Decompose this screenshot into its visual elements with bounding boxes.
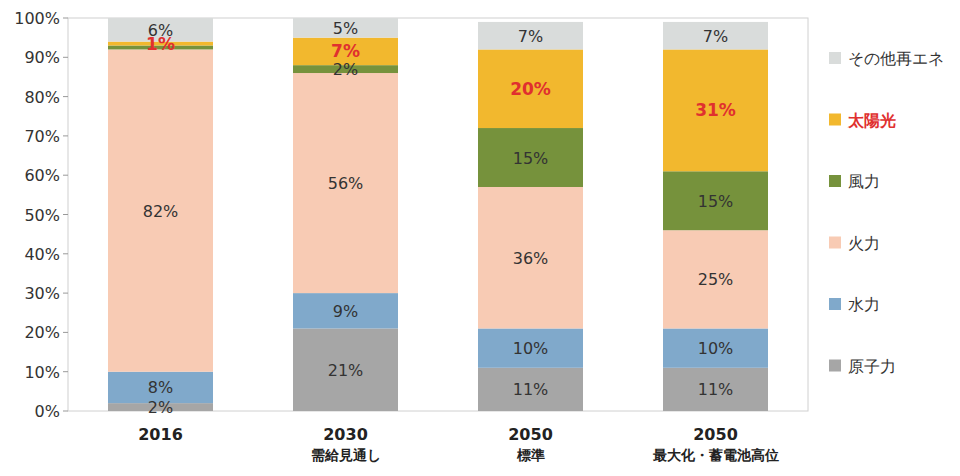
- legend-swatch: [829, 52, 841, 64]
- data-label: 8%: [148, 378, 173, 397]
- bar-segment: [478, 368, 583, 411]
- bar-segment: [478, 128, 583, 187]
- legend-swatch: [829, 175, 841, 187]
- bar-segment: [663, 22, 768, 50]
- x-tick-label-line: 需給見通し: [311, 447, 381, 463]
- legend-swatch: [829, 360, 841, 372]
- x-tick-label-line: 最大化・蓄電池高位: [652, 447, 779, 463]
- data-label: 36%: [513, 249, 549, 268]
- y-tick-label: 50%: [24, 206, 60, 225]
- x-tick-label-line: 2050: [693, 425, 738, 444]
- data-label: 7%: [518, 27, 543, 46]
- data-label: 20%: [510, 79, 551, 99]
- bar-segment: [663, 368, 768, 411]
- bar-segment: [478, 22, 583, 50]
- y-tick: [63, 214, 68, 215]
- bar-segment: [293, 38, 398, 66]
- data-label: 11%: [513, 380, 549, 399]
- legend-label: 火力: [848, 234, 880, 253]
- y-tick: [63, 371, 68, 372]
- data-label: 2%: [333, 60, 358, 79]
- x-tick-label-line: 2016: [138, 425, 183, 444]
- y-tick-label: 0%: [35, 402, 60, 421]
- data-label: 21%: [328, 361, 364, 380]
- y-tick-label: 20%: [24, 323, 60, 342]
- bar-segment: [478, 328, 583, 367]
- bar-segment: [663, 328, 768, 367]
- y-tick-label: 60%: [24, 166, 60, 185]
- bar-segment: [663, 49, 768, 171]
- y-tick: [63, 411, 68, 412]
- data-label: 11%: [698, 380, 734, 399]
- bar-segment: [293, 18, 398, 38]
- bars: [108, 18, 768, 411]
- bar-segment: [293, 73, 398, 293]
- bar-segment: [663, 230, 768, 328]
- data-label: 10%: [513, 339, 549, 358]
- chart: 0%10%20%30%40%50%60%70%80%90%100%2%8%82%…: [0, 0, 960, 476]
- legend-label: 原子力: [848, 357, 896, 376]
- y-tick: [63, 253, 68, 254]
- legend-label: 水力: [848, 295, 880, 314]
- y-tick-label: 40%: [24, 245, 60, 264]
- data-label: 7%: [331, 41, 360, 61]
- y-tick-label: 70%: [24, 127, 60, 146]
- data-label: 82%: [143, 202, 179, 221]
- y-tick-label: 10%: [24, 363, 60, 382]
- y-tick: [63, 332, 68, 333]
- legend-swatch: [829, 237, 841, 249]
- x-tick-label: 2030 需給見通し: [311, 425, 381, 463]
- y-tick: [63, 96, 68, 97]
- data-label: 31%: [695, 100, 736, 120]
- bar-segment: [108, 49, 213, 371]
- y-tick-label: 80%: [24, 88, 60, 107]
- x-tick-label-line: 標準: [516, 447, 545, 463]
- bar-segment: [478, 187, 583, 328]
- bar-segment: [293, 293, 398, 328]
- x-tick-label: 2050 標準: [508, 425, 553, 463]
- bar-segment: [478, 49, 583, 128]
- data-label: 7%: [703, 27, 728, 46]
- y-tick-label: 100%: [14, 9, 60, 28]
- y-tick: [63, 175, 68, 176]
- y-tick: [63, 18, 68, 19]
- data-label: 5%: [333, 19, 358, 38]
- bar-segment: [108, 18, 213, 42]
- data-label: 10%: [698, 339, 734, 358]
- y-tick-label: 30%: [24, 284, 60, 303]
- legend: その他再エネ太陽光風力火力水力原子力: [829, 49, 944, 376]
- plot-frame: [68, 18, 808, 411]
- data-label: 6%: [148, 21, 173, 40]
- data-label: 15%: [698, 192, 734, 211]
- y-tick-label: 90%: [24, 48, 60, 67]
- bar-segment: [293, 328, 398, 411]
- legend-label: 太陽光: [847, 111, 896, 130]
- x-tick-label: 2050 最大化・蓄電池高位: [652, 425, 779, 463]
- bar-segment: [663, 171, 768, 230]
- legend-swatch: [829, 114, 841, 126]
- x-tick-label-line: 2030: [323, 425, 368, 444]
- legend-swatch: [829, 298, 841, 310]
- legend-label: 風力: [848, 172, 880, 191]
- data-label: 15%: [513, 149, 549, 168]
- y-tick: [63, 293, 68, 294]
- data-label: 25%: [698, 270, 734, 289]
- x-tick-label: 2016: [138, 425, 183, 444]
- y-tick: [63, 135, 68, 136]
- x-tick-label-line: 2050: [508, 425, 553, 444]
- data-label: 56%: [328, 174, 364, 193]
- legend-label: その他再エネ: [848, 49, 944, 68]
- data-label: 9%: [333, 302, 358, 321]
- y-tick: [63, 57, 68, 58]
- data-label: 2%: [148, 398, 173, 417]
